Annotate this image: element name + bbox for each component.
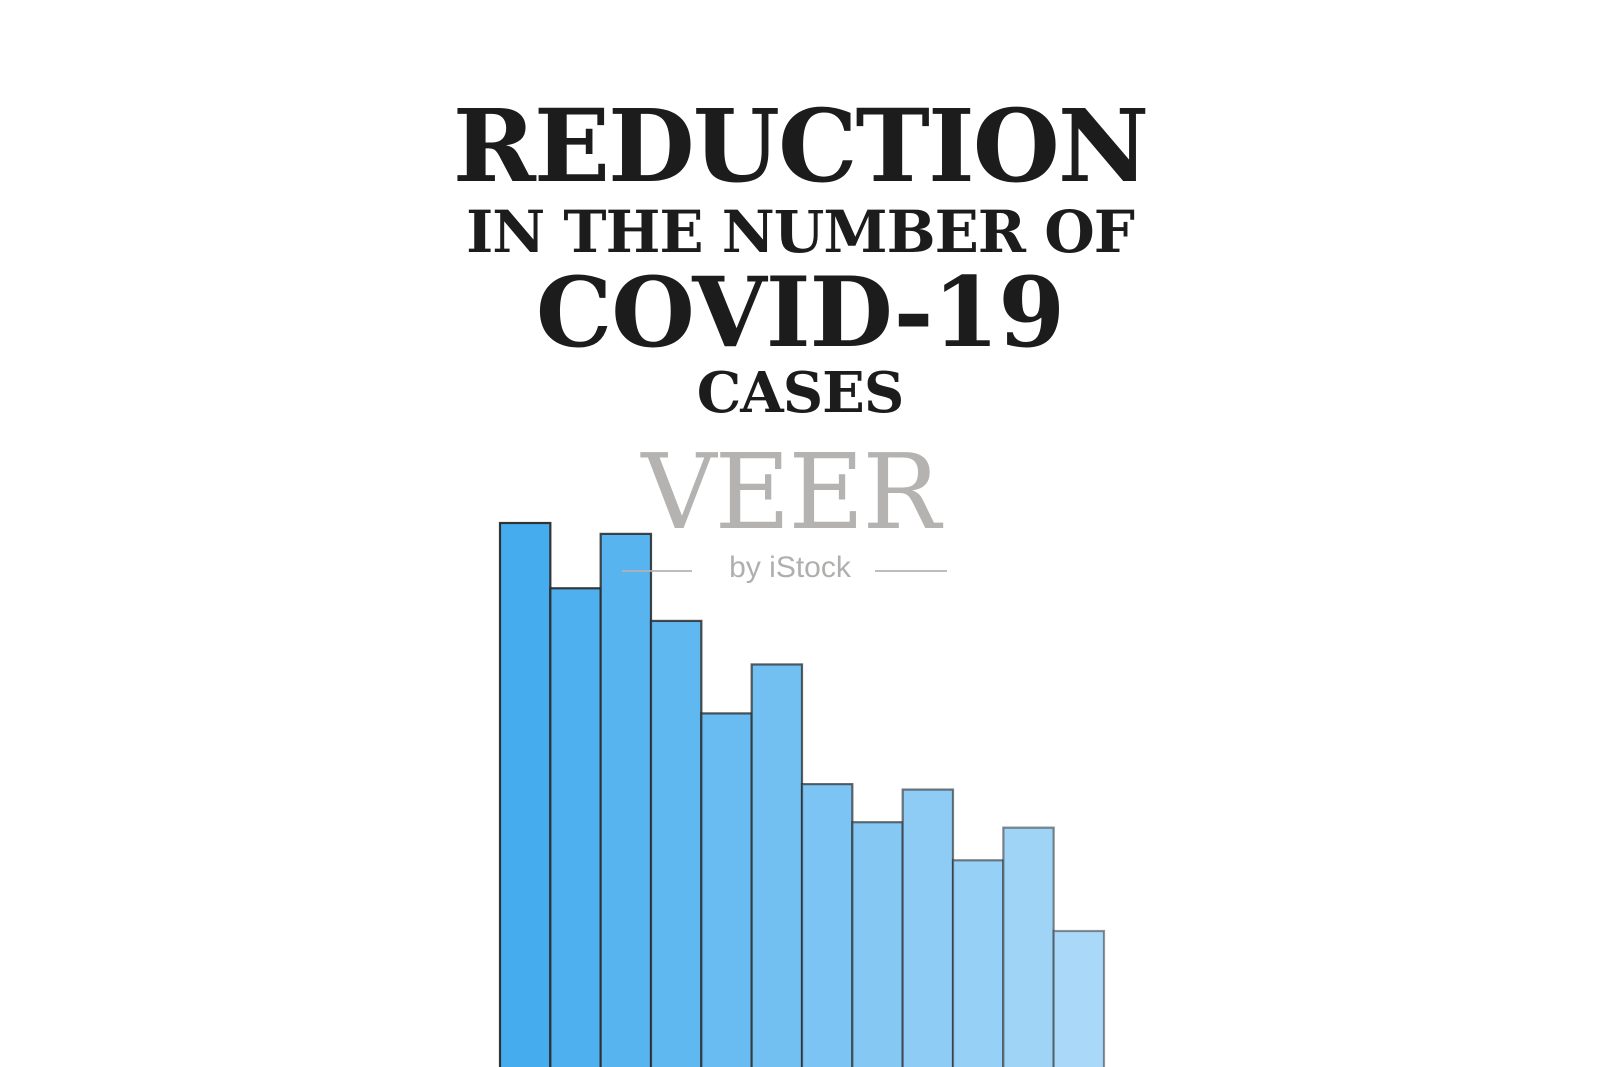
bar-4 xyxy=(649,619,703,1067)
title-line-in-the-number-of: IN THE NUMBER OF xyxy=(466,198,1135,266)
bar-9 xyxy=(901,788,955,1067)
bar-12 xyxy=(1052,929,1106,1067)
bar-6 xyxy=(750,663,804,1067)
watermark-rule-right xyxy=(875,570,947,572)
title-line-cases: CASES xyxy=(696,360,905,426)
bar-2 xyxy=(549,587,602,1067)
bar-1 xyxy=(498,521,552,1067)
title-line-reduction: REDUCTION xyxy=(452,87,1150,205)
bar-5 xyxy=(700,712,753,1067)
bar-10 xyxy=(951,859,1005,1067)
bar-8 xyxy=(851,821,904,1067)
bar-7 xyxy=(800,783,854,1067)
watermark-rule-left xyxy=(622,570,692,572)
bar-3 xyxy=(599,532,653,1067)
title-line-covid-19: COVID-19 xyxy=(535,256,1065,369)
watermark-brand: VEER xyxy=(641,431,940,553)
watermark: VEER by iStock xyxy=(620,440,960,600)
watermark-subtitle: by iStock xyxy=(729,551,851,584)
bar-11 xyxy=(1002,826,1055,1067)
